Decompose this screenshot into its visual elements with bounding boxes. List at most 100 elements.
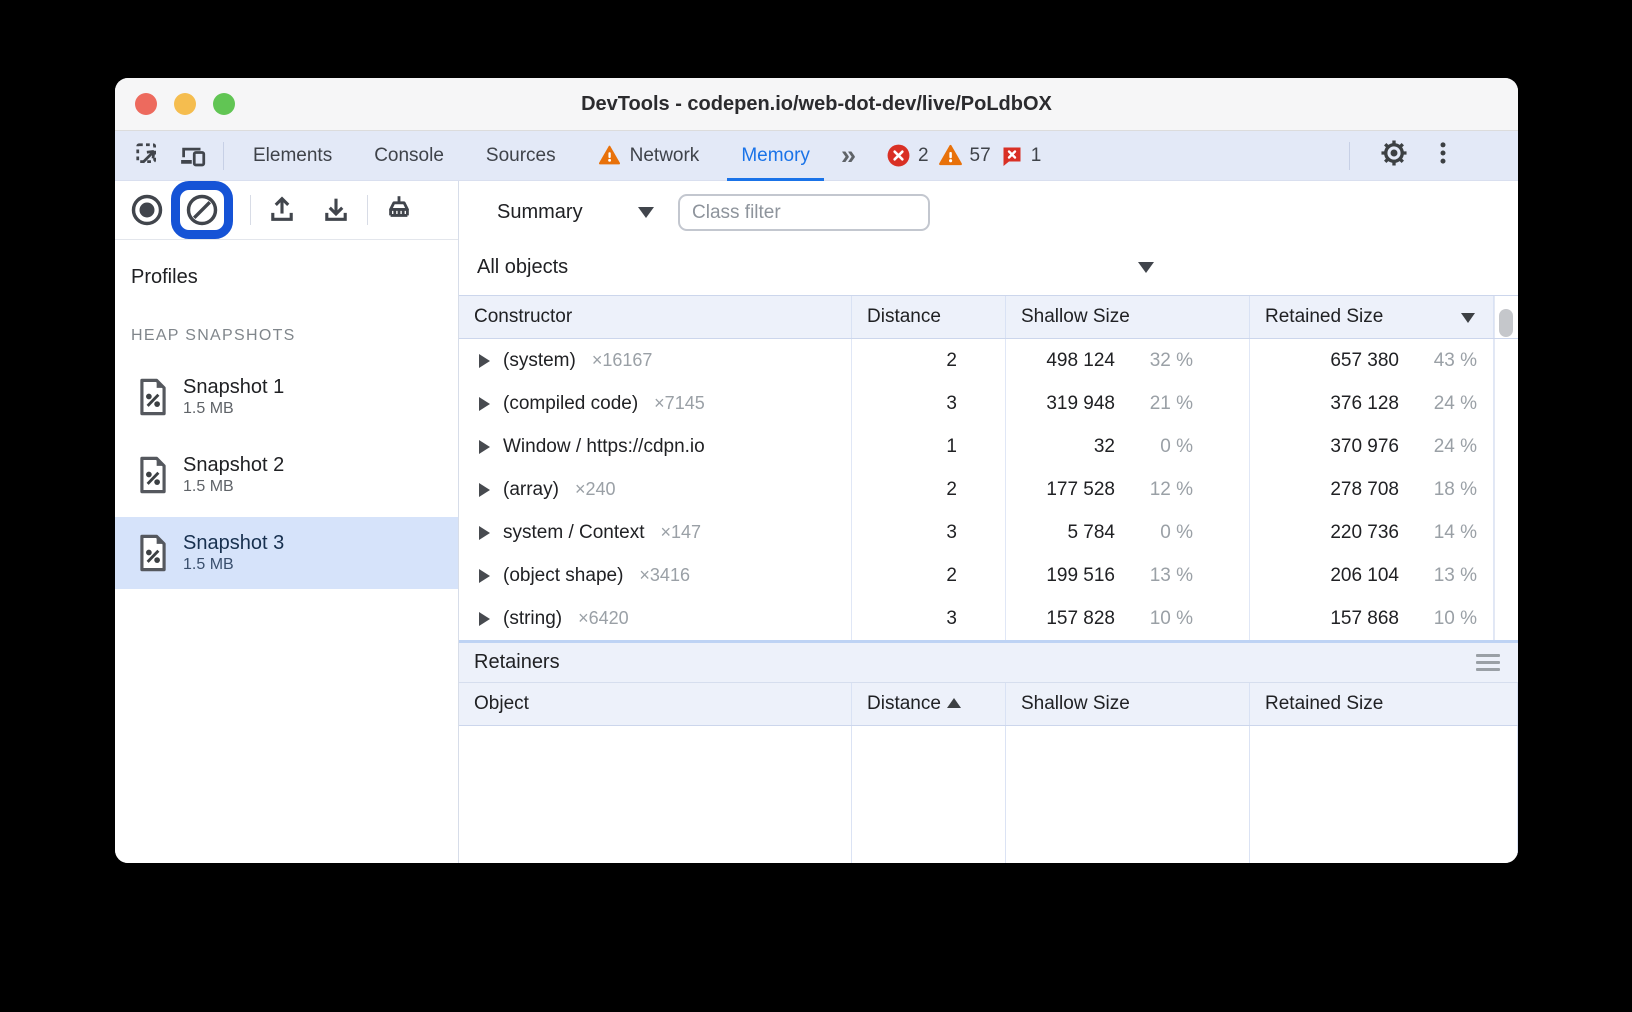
tab-sources[interactable]: Sources [485,144,556,166]
retained-size-cell: 220 736 14 % [1250,511,1494,554]
record-heap-snapshot-button[interactable] [127,188,167,232]
toolbar-right [1341,131,1518,180]
more-tabs-icon[interactable]: » [840,140,856,170]
close-window-button[interactable] [135,93,157,115]
column-header-object[interactable]: Object [459,683,852,725]
split-divider[interactable] [459,640,1518,643]
distance-cell: 3 [852,511,1006,554]
snapshot-item-1[interactable]: Snapshot 1 1.5 MB [115,361,458,433]
profiles-heading: Profiles [131,266,198,288]
save-profile-icon[interactable] [316,188,356,232]
object-scope-select[interactable]: All objects [477,256,569,278]
chevron-down-icon[interactable] [1138,262,1154,273]
distance-cell: 2 [852,339,1006,382]
device-toolbar-icon[interactable] [171,131,215,180]
expand-arrow-icon[interactable] [479,568,490,583]
expand-arrow-icon[interactable] [479,525,490,540]
perspective-select[interactable]: Summary [497,201,583,223]
retainers-table-header: Object Distance Shallow Size Retained Si… [459,683,1518,726]
issues-badge[interactable]: 1 [1000,144,1041,168]
heap-snapshot-file-icon [140,378,166,416]
shallow-size-cell: 319 948 21 % [1006,382,1250,425]
scrollbar-track[interactable] [1494,425,1518,468]
errors-badge[interactable]: 2 [886,143,929,168]
column-header-distance[interactable]: Distance [852,296,1006,338]
divider [223,141,224,170]
scrollbar-track[interactable] [1494,554,1518,597]
expand-arrow-icon[interactable] [479,611,490,626]
tab-elements[interactable]: Elements [253,144,333,166]
divider [1349,141,1350,170]
clear-profiles-button[interactable] [184,192,220,228]
snapshot-item-3[interactable]: Snapshot 3 1.5 MB [115,517,458,589]
devtools-window: DevTools - codepen.io/web-dot-dev/live/P… [115,78,1518,863]
column-header-constructor[interactable]: Constructor [459,296,852,338]
constructor-row[interactable]: (object shape) ×3416 2 199 516 13 % 206 1… [459,554,1518,597]
status-badges: 2 57 1 [886,131,1041,180]
kebab-menu-icon[interactable] [1430,139,1456,172]
scrollbar-thumb[interactable] [1499,309,1513,337]
constructor-row[interactable]: system / Context ×147 3 5 784 0 % 220 736… [459,511,1518,554]
tab-network[interactable]: Network [577,131,721,180]
sort-descending-icon [1461,313,1475,323]
distance-cell: 2 [852,554,1006,597]
heap-snapshots-section-label: HEAP SNAPSHOTS [131,327,296,344]
constructor-row[interactable]: (system) ×16167 2 498 124 32 % 657 380 43 … [459,339,1518,382]
traffic-lights [135,78,235,130]
distance-cell: 1 [852,425,1006,468]
titlebar: DevTools - codepen.io/web-dot-dev/live/P… [115,78,1518,131]
snapshot-list: Snapshot 1 1.5 MB Snapshot 2 1.5 MB Snap… [115,361,458,595]
scrollbar-track[interactable] [1494,468,1518,511]
clear-all-profiles-brush-icon[interactable] [379,188,419,232]
zoom-window-button[interactable] [213,93,235,115]
shallow-size-cell: 32 0 % [1006,425,1250,468]
scrollbar-track[interactable] [1494,339,1518,382]
load-profile-icon[interactable] [262,188,302,232]
column-header-retained-size[interactable]: Retained Size [1250,683,1518,725]
distance-cell: 2 [852,468,1006,511]
scrollbar-track[interactable] [1494,382,1518,425]
scrollbar-track[interactable] [1494,511,1518,554]
expand-arrow-icon[interactable] [479,482,490,497]
snapshot-item-2[interactable]: Snapshot 2 1.5 MB [115,439,458,511]
retained-size-cell: 376 128 24 % [1250,382,1494,425]
expand-arrow-icon[interactable] [479,439,490,454]
scrollbar-track[interactable] [1494,597,1518,640]
main-split: Profiles HEAP SNAPSHOTS Snapshot 1 1.5 M… [115,181,1518,863]
shallow-size-cell: 177 528 12 % [1006,468,1250,511]
heap-snapshot-file-icon [140,456,166,494]
retainers-header-bar: Retainers [459,643,1518,683]
retained-size-cell: 370 976 24 % [1250,425,1494,468]
class-filter-input[interactable] [678,194,930,231]
constructor-row[interactable]: (array) ×240 2 177 528 12 % 278 708 18 % [459,468,1518,511]
shallow-size-cell: 157 828 10 % [1006,597,1250,640]
shallow-size-cell: 5 784 0 % [1006,511,1250,554]
heap-snapshot-pane: Summary All objects Constructor Distance… [459,181,1518,863]
constructor-row[interactable]: (string) ×6420 3 157 828 10 % 157 868 10 % [459,597,1518,640]
chevron-down-icon[interactable] [638,207,654,218]
minimize-window-button[interactable] [174,93,196,115]
column-header-retained-size[interactable]: Retained Size [1250,296,1494,338]
shallow-size-cell: 199 516 13 % [1006,554,1250,597]
warning-icon [598,145,620,165]
expand-arrow-icon[interactable] [479,396,490,411]
warnings-badge[interactable]: 57 [938,143,991,168]
column-header-distance[interactable]: Distance [852,683,1006,725]
window-title: DevTools - codepen.io/web-dot-dev/live/P… [581,92,1052,115]
expand-arrow-icon[interactable] [479,353,490,368]
divider [250,195,251,225]
column-header-shallow-size[interactable]: Shallow Size [1006,296,1250,338]
tab-memory[interactable]: Memory [720,131,831,181]
retainers-menu-icon[interactable] [1476,654,1500,671]
settings-gear-icon[interactable] [1378,137,1410,174]
inspect-element-icon[interactable] [127,131,171,180]
column-header-shallow-size[interactable]: Shallow Size [1006,683,1250,725]
retainers-table-body [459,726,1518,863]
retainers-title: Retainers [474,651,560,673]
tab-console[interactable]: Console [374,144,444,166]
constructor-table-header: Constructor Distance Shallow Size Retain… [459,295,1518,339]
annotation-highlight [171,181,233,239]
constructor-row[interactable]: (compiled code) ×7145 3 319 948 21 % 376 … [459,382,1518,425]
profiles-sidebar: Profiles HEAP SNAPSHOTS Snapshot 1 1.5 M… [115,181,459,863]
constructor-row[interactable]: Window / https://cdpn.io 1 32 0 % 370 976… [459,425,1518,468]
